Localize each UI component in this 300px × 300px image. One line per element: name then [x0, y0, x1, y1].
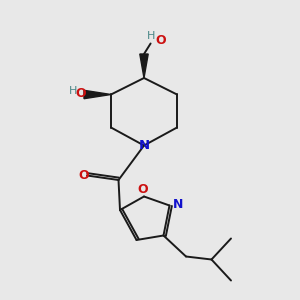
Text: H: H: [146, 31, 155, 41]
Text: N: N: [138, 139, 150, 152]
Text: N: N: [173, 197, 183, 211]
Text: O: O: [155, 34, 166, 47]
Text: H: H: [69, 86, 77, 97]
Polygon shape: [140, 54, 148, 78]
Text: O: O: [76, 87, 86, 101]
Polygon shape: [84, 90, 111, 99]
Text: O: O: [137, 183, 148, 196]
Text: O: O: [78, 169, 89, 182]
